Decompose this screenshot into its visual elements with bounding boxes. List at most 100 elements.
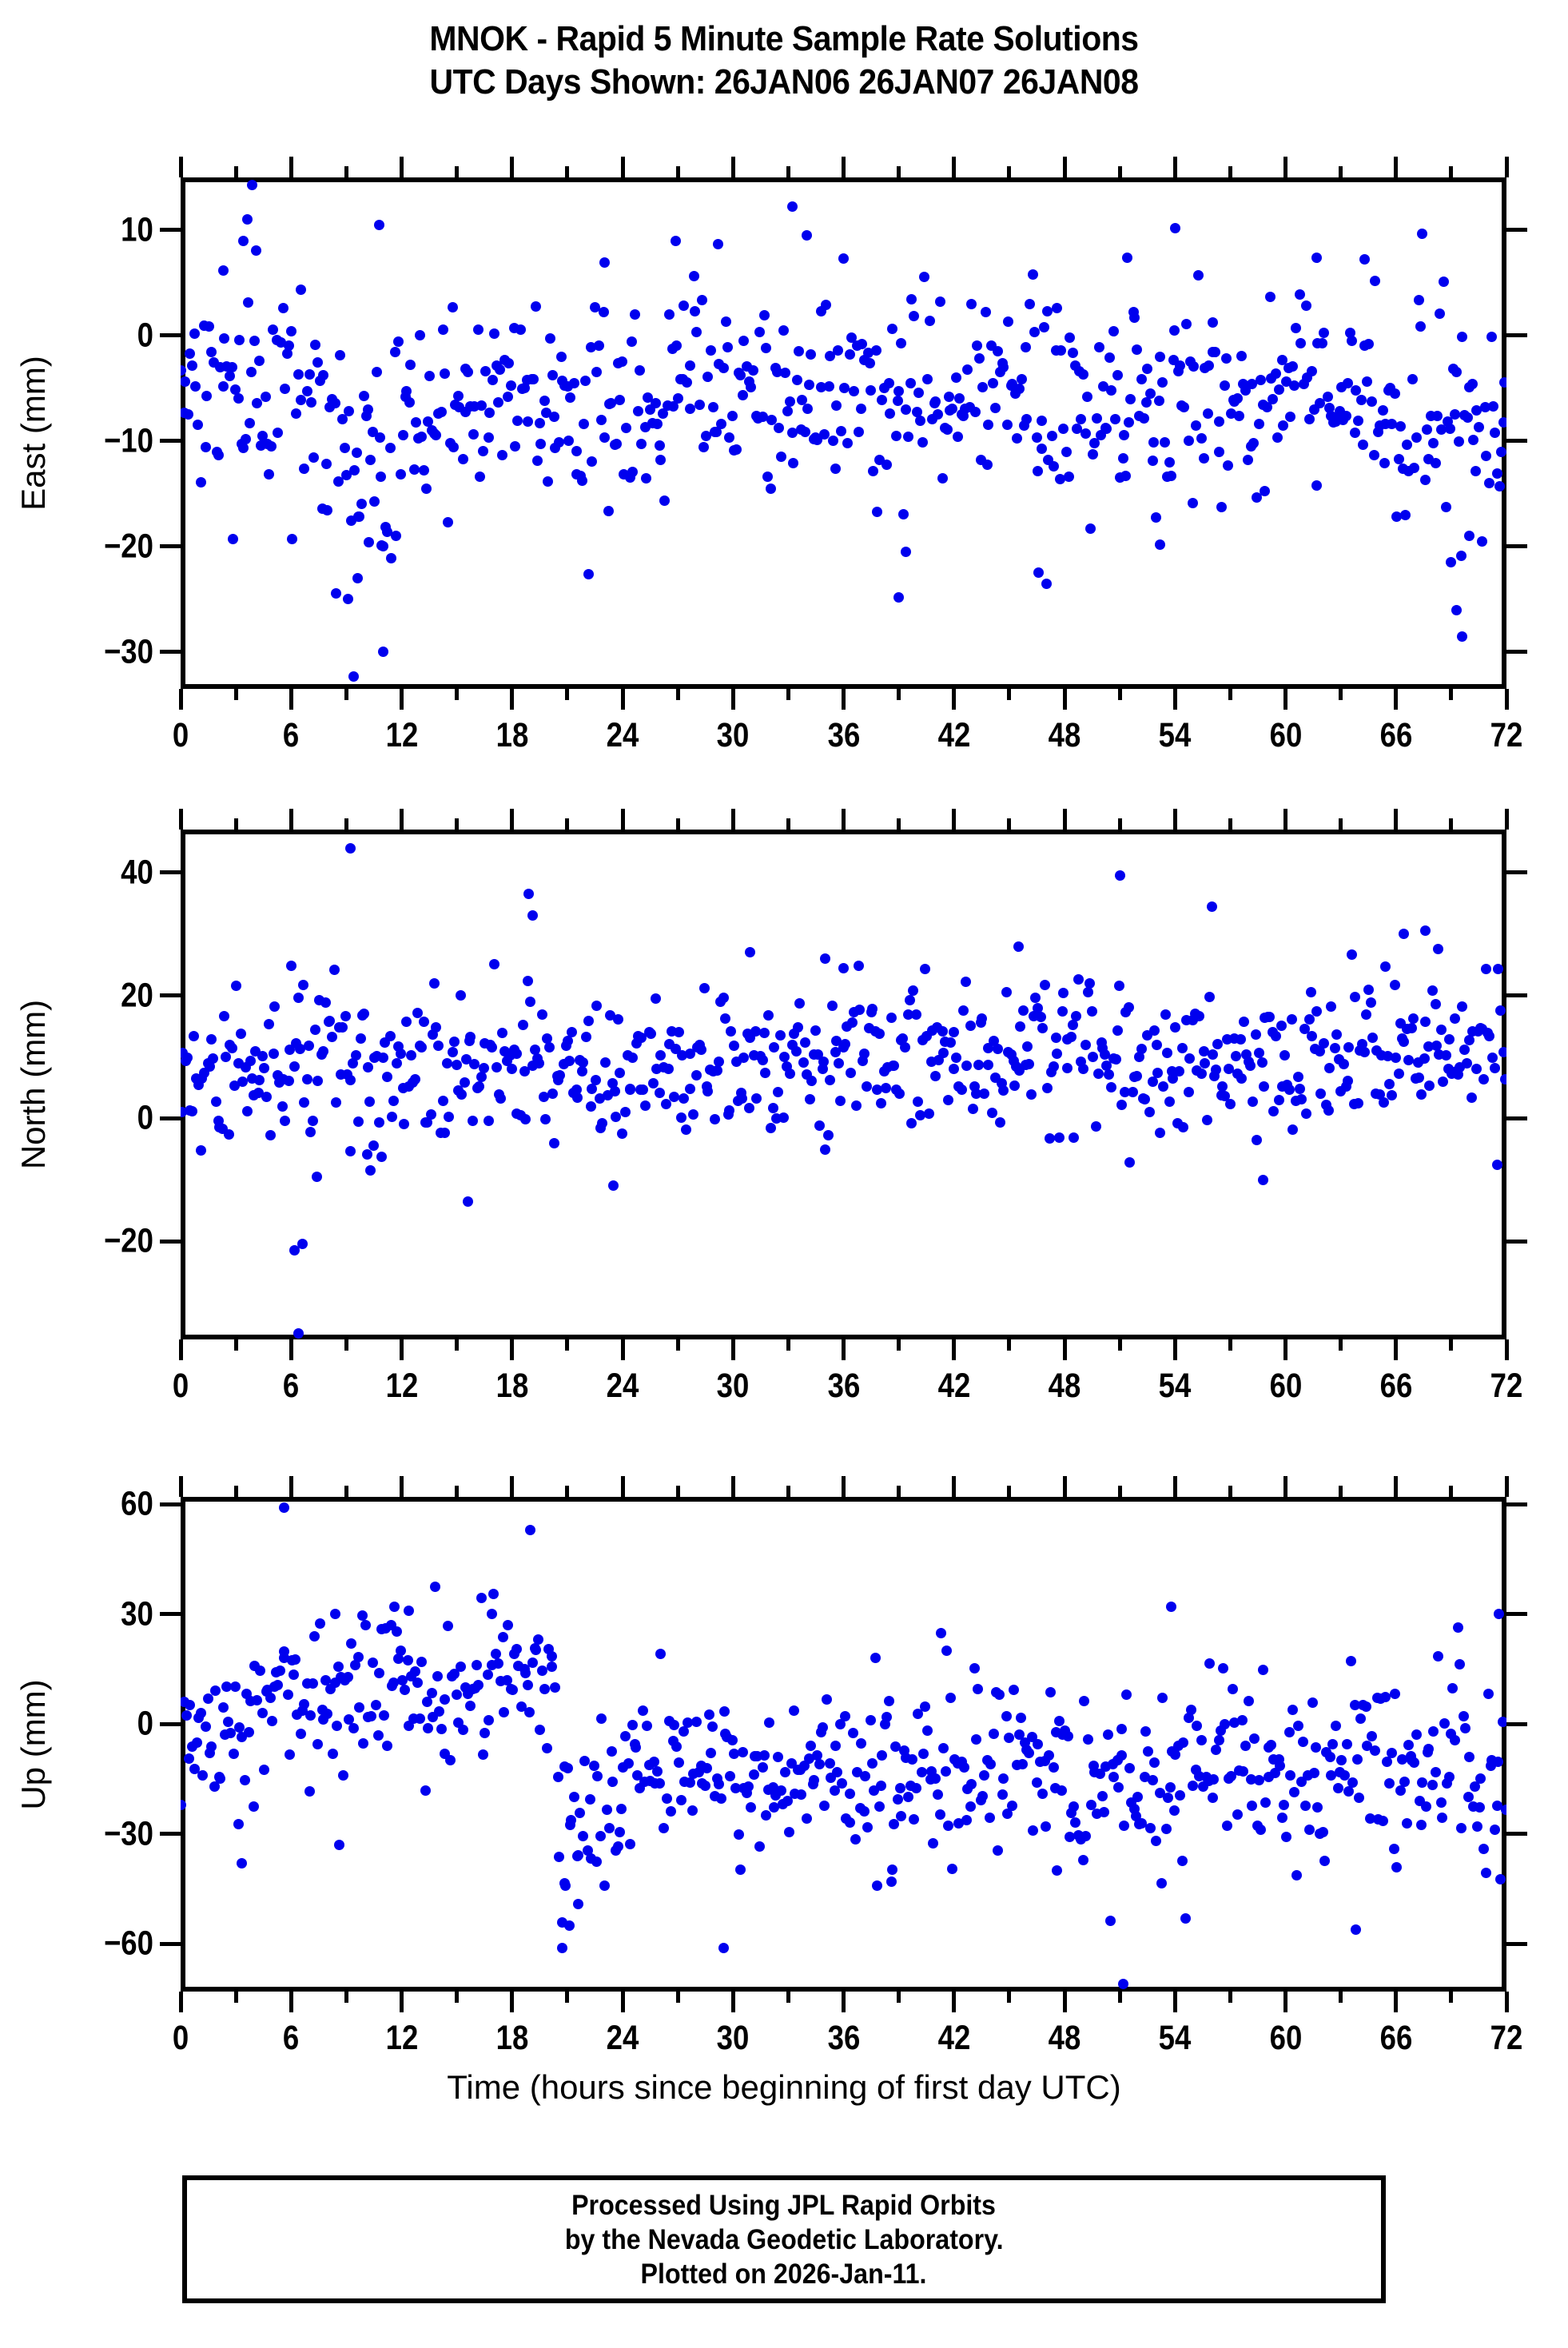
data-point xyxy=(627,1053,639,1064)
data-point xyxy=(438,1095,449,1106)
y-tick-label: −20 xyxy=(103,527,153,566)
data-point xyxy=(1232,392,1243,404)
data-point xyxy=(1140,1725,1151,1737)
data-point xyxy=(534,1725,545,1735)
data-point xyxy=(1053,1716,1065,1727)
data-point xyxy=(398,429,409,440)
data-point xyxy=(932,408,943,420)
data-point xyxy=(965,1021,976,1031)
data-point xyxy=(989,1728,1000,1739)
x-tick-top-minor xyxy=(1228,818,1232,830)
data-point xyxy=(1343,1786,1354,1797)
data-point xyxy=(599,432,610,444)
data-point xyxy=(1185,1704,1196,1715)
data-point xyxy=(1377,405,1388,416)
data-point xyxy=(944,392,954,403)
x-tick-top-minor xyxy=(786,166,790,177)
data-point xyxy=(497,1632,508,1643)
data-point xyxy=(735,1864,746,1875)
data-point xyxy=(1064,471,1075,482)
data-point xyxy=(189,1763,200,1774)
data-point xyxy=(1464,1751,1475,1762)
data-point xyxy=(340,1011,351,1021)
data-point xyxy=(344,1145,356,1156)
data-point xyxy=(714,1056,725,1067)
data-point xyxy=(378,1053,388,1064)
x-tick-label: 6 xyxy=(283,716,300,754)
y-tick-major xyxy=(160,1239,181,1244)
data-point xyxy=(476,400,487,411)
data-point xyxy=(655,1778,666,1789)
data-point xyxy=(1351,384,1362,396)
data-point xyxy=(668,401,679,412)
data-point-outlier xyxy=(1114,870,1125,881)
data-point xyxy=(620,1730,631,1741)
x-tick-major xyxy=(1504,1992,1509,2012)
data-point xyxy=(1105,1915,1116,1926)
data-point xyxy=(881,1082,892,1093)
data-point xyxy=(1044,1133,1055,1144)
data-point xyxy=(602,1804,612,1815)
data-point xyxy=(322,1709,333,1720)
data-point xyxy=(431,1022,442,1033)
data-point xyxy=(821,299,832,310)
data-point xyxy=(1210,1744,1221,1755)
data-point xyxy=(1367,1033,1378,1044)
data-point xyxy=(723,1104,734,1116)
data-point xyxy=(330,587,341,599)
data-point xyxy=(1367,396,1378,407)
data-point xyxy=(489,328,500,340)
data-point xyxy=(422,1696,432,1707)
data-point xyxy=(579,1756,590,1767)
data-point xyxy=(1124,393,1136,404)
data-point xyxy=(259,1062,270,1073)
data-point xyxy=(928,1838,939,1849)
data-point xyxy=(1365,1813,1376,1824)
data-point xyxy=(385,442,396,453)
data-point xyxy=(655,1648,667,1659)
data-point xyxy=(698,442,709,453)
data-point xyxy=(321,505,332,515)
data-point xyxy=(1112,1025,1124,1037)
data-point xyxy=(421,484,432,495)
data-point xyxy=(223,1128,234,1140)
data-point xyxy=(320,459,332,470)
data-point xyxy=(748,364,759,376)
data-point xyxy=(544,333,555,344)
x-tick-label: 18 xyxy=(495,716,529,754)
x-tick-major xyxy=(730,1339,735,1360)
data-point xyxy=(908,985,919,996)
data-point xyxy=(1104,352,1115,364)
data-point xyxy=(1069,1817,1080,1829)
data-point xyxy=(361,1149,372,1160)
data-point xyxy=(1199,1046,1210,1057)
data-point xyxy=(1160,1823,1172,1834)
x-tick-top-minor xyxy=(565,1486,570,1497)
data-point xyxy=(337,1770,348,1781)
data-point xyxy=(248,1801,259,1813)
data-point-outlier xyxy=(560,1880,571,1891)
data-point xyxy=(922,374,933,385)
data-point xyxy=(1144,388,1156,399)
data-point xyxy=(230,1681,241,1692)
data-point xyxy=(1057,988,1069,999)
data-point xyxy=(299,1097,310,1108)
data-point xyxy=(442,1058,453,1069)
data-point xyxy=(848,386,859,397)
data-point xyxy=(702,1085,714,1096)
data-point xyxy=(853,961,864,972)
data-point xyxy=(468,1116,479,1126)
data-point xyxy=(1474,1802,1485,1813)
data-point xyxy=(1069,1801,1080,1812)
x-tick-label: 72 xyxy=(1490,716,1523,754)
data-point xyxy=(1123,1002,1134,1013)
x-tick-top-major xyxy=(620,157,625,177)
data-point xyxy=(1391,1862,1403,1873)
data-point xyxy=(184,1699,195,1710)
data-point xyxy=(1184,1713,1195,1724)
data-point xyxy=(696,1044,707,1055)
y-tick-major xyxy=(160,1502,181,1506)
data-point xyxy=(734,370,746,381)
data-point xyxy=(1478,1073,1490,1084)
data-point xyxy=(1030,993,1041,1003)
